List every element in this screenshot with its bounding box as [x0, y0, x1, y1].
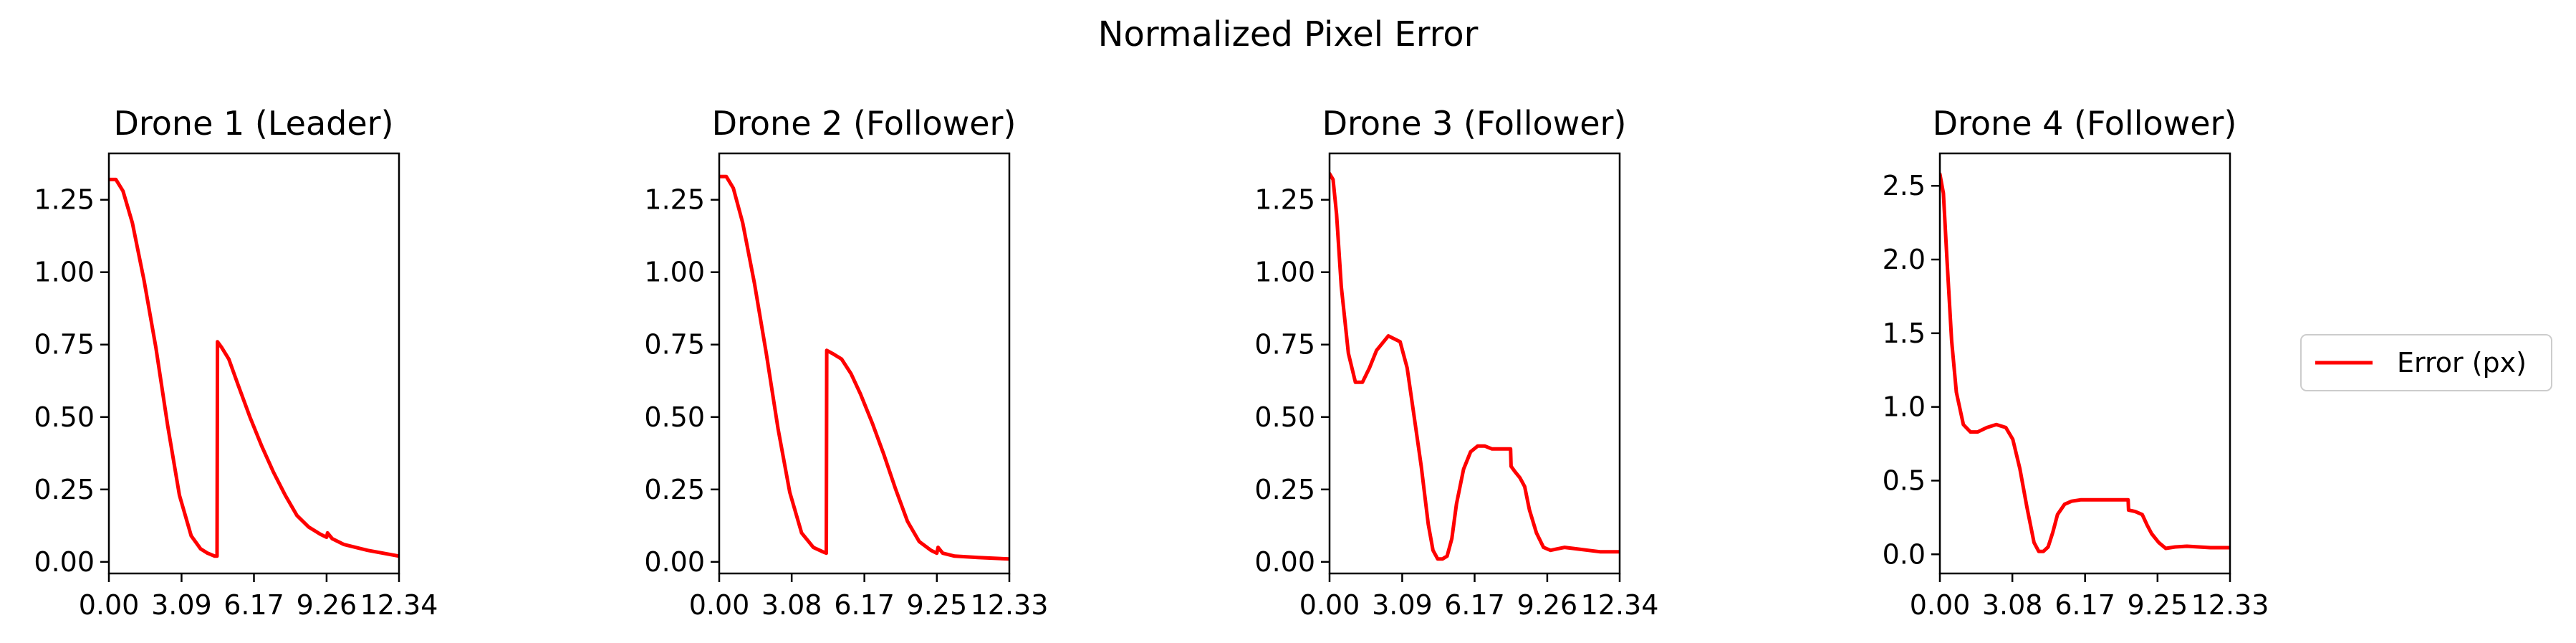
y-tick-label: 0.0 — [1883, 538, 1926, 570]
plot-area: 0.00 3.08 6.17 9.25 12.33 0.0 0.5 1.0 1.5 2.0 2.5 — [1883, 152, 2269, 621]
x-tick-label: 3.09 — [151, 589, 212, 621]
axes-frame — [718, 152, 1011, 575]
y-tick-label: 0.00 — [644, 546, 705, 578]
y-tick-label: 1.00 — [644, 257, 705, 288]
y-tick-label: 2.0 — [1883, 244, 1926, 275]
legend: Error (px) — [2300, 334, 2552, 391]
x-tick-label: 12.33 — [2191, 589, 2269, 621]
x-tick-label: 9.25 — [907, 589, 968, 621]
y-tick-label: 2.5 — [1883, 170, 1926, 201]
y-tick-label: 0.5 — [1883, 465, 1926, 496]
y-tick-label: 0.50 — [644, 401, 705, 433]
subplot-title: Drone 2 (Follower) — [712, 104, 1017, 143]
y-tick-label: 0.25 — [644, 474, 705, 505]
subplot-1: Drone 1 (Leader) 0.00 3.09 6.17 9.26 12.340.… — [34, 104, 438, 621]
x-tick-label: 9.26 — [297, 589, 357, 621]
plot-area: 0.00 3.08 6.17 9.25 12.33 0.00 0.25 0.50 0.75 1.0… — [644, 152, 1049, 621]
y-tick-label: 0.75 — [1254, 329, 1315, 361]
axes-frame — [107, 152, 400, 575]
x-tick-label: 0.00 — [79, 589, 140, 621]
plot-area: 0.00 3.09 6.17 9.26 12.34 0.00 0.25 0.50 0.75 1.0… — [1254, 152, 1659, 621]
series-line — [1330, 171, 1620, 561]
axes-frame — [1938, 152, 2231, 575]
subplot-2: Drone 2 (Follower) 0.00 3.08 6.17 9.25 12.33… — [644, 104, 1048, 621]
y-tick-label: 1.25 — [34, 184, 95, 216]
x-tick-label: 0.00 — [689, 589, 750, 621]
x-tick-label: 12.33 — [971, 589, 1049, 621]
figure-title: Normalized Pixel Error — [1098, 14, 1479, 54]
x-tick-label: 3.08 — [1982, 589, 2043, 621]
subplot-title: Drone 3 (Follower) — [1322, 104, 1627, 143]
x-tick-label: 0.00 — [1299, 589, 1360, 621]
x-tick-label: 12.34 — [1581, 589, 1659, 621]
y-tick-label: 0.00 — [1254, 546, 1315, 578]
y-tick-label: 0.50 — [34, 401, 95, 433]
plot-area: 0.00 3.09 6.17 9.26 12.34 0.00 0.25 0.50 0.75 1.0… — [34, 152, 438, 621]
y-tick-label: 1.00 — [1254, 257, 1315, 288]
legend-frame — [2300, 334, 2552, 391]
x-tick-label: 6.17 — [1444, 589, 1505, 621]
x-tick-label: 12.34 — [360, 589, 438, 621]
series-line — [109, 177, 399, 558]
y-tick-label: 0.00 — [34, 546, 95, 578]
x-tick-label: 0.00 — [1910, 589, 1971, 621]
x-tick-label: 6.17 — [2054, 589, 2115, 621]
series-line — [719, 174, 1009, 561]
y-tick-label: 0.75 — [644, 329, 705, 361]
subplot-4: Drone 4 (Follower) 0.00 3.08 6.17 9.25 12.33… — [1883, 104, 2269, 621]
subplot-title: Drone 1 (Leader) — [113, 104, 393, 143]
y-tick-label: 1.25 — [644, 184, 705, 216]
x-tick-label: 6.17 — [224, 589, 284, 621]
subplot-3: Drone 3 (Follower) 0.00 3.09 6.17 9.26 12.34… — [1254, 104, 1658, 621]
x-tick-label: 9.26 — [1517, 589, 1578, 621]
x-tick-label: 3.08 — [761, 589, 822, 621]
y-tick-label: 0.50 — [1254, 401, 1315, 433]
y-tick-label: 1.0 — [1883, 391, 1926, 423]
y-tick-label: 1.25 — [1254, 184, 1315, 216]
x-tick-label: 6.17 — [834, 589, 895, 621]
legend-label: Error (px) — [2397, 347, 2527, 378]
y-tick-label: 0.75 — [34, 329, 95, 361]
y-tick-label: 1.00 — [34, 257, 95, 288]
series-line — [1940, 172, 2230, 553]
y-tick-label: 0.25 — [1254, 474, 1315, 505]
x-tick-label: 3.09 — [1372, 589, 1433, 621]
y-tick-label: 1.5 — [1883, 318, 1926, 349]
x-tick-label: 9.25 — [2128, 589, 2188, 621]
subplot-title: Drone 4 (Follower) — [1933, 104, 2237, 143]
y-tick-label: 0.25 — [34, 474, 95, 505]
